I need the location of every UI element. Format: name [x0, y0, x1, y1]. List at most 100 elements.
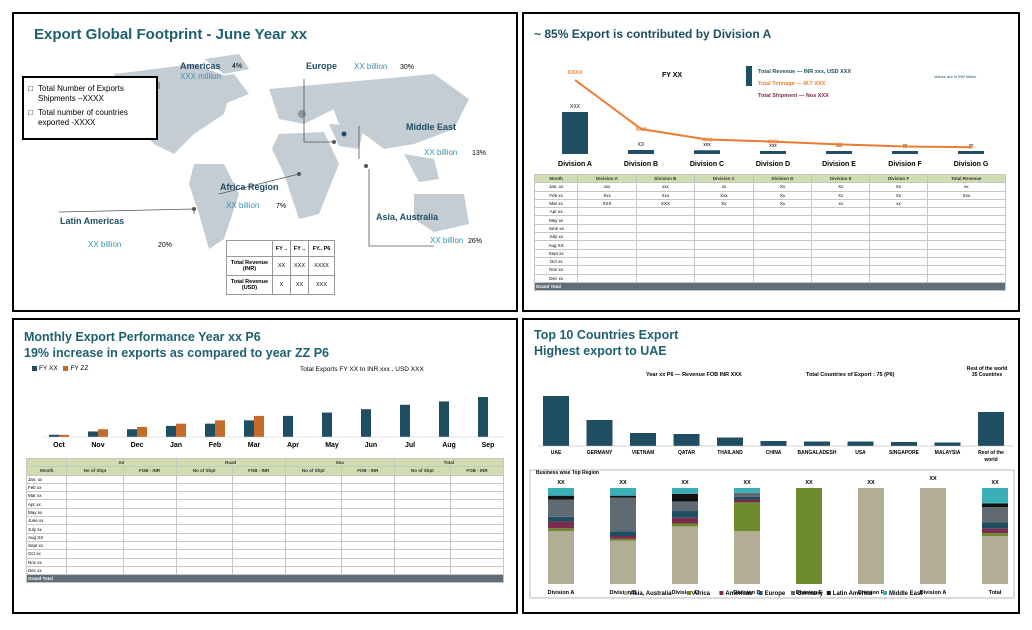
- month-bar: [166, 425, 176, 437]
- values-note: Values are in INR billion: [934, 74, 977, 79]
- stack-segment: [548, 531, 574, 584]
- country-bar: [586, 420, 613, 446]
- division-table: Month Division A Division B Division C Divis…: [533, 173, 1007, 292]
- table-row: Jan. xx xxx xxx xx Xx Xx Xx xx: [533, 182, 1007, 192]
- stack-label: XX: [681, 480, 689, 486]
- region-asia: Asia, Australia: [376, 212, 439, 222]
- bar-label: xx: [969, 143, 975, 149]
- total-exports-note: Total Exports FY XX In INR xxx , USD XXX: [300, 366, 424, 373]
- division-label: Division D: [756, 161, 790, 168]
- month-label: May: [325, 442, 339, 449]
- group-header: Total: [393, 457, 505, 468]
- division-bar: [760, 151, 786, 154]
- country-bar: [891, 442, 917, 446]
- stack-segment: [610, 531, 636, 536]
- table-row: May xx: [25, 507, 505, 518]
- country-label: world: [983, 457, 997, 463]
- table-row: Apr xx: [533, 207, 1007, 217]
- month-label: Sep: [482, 442, 495, 449]
- stack-category: Total: [989, 590, 1002, 596]
- month-label: Feb: [209, 442, 221, 449]
- table-header: Division D: [752, 173, 813, 184]
- table-row: Sept xx: [25, 540, 505, 551]
- division-legend: Total Revenue — INR xxx, USD XXX Total T…: [746, 66, 851, 102]
- stack-segment: [796, 488, 822, 584]
- stack-segment: [734, 488, 760, 493]
- grand-total-row: Grand Total: [26, 574, 504, 584]
- country-bar: [804, 441, 830, 446]
- stack-segment: [548, 528, 574, 532]
- bar-label: XXX: [570, 104, 581, 110]
- table-row: Mar xx: [25, 491, 505, 501]
- country-label: USA: [855, 450, 866, 456]
- table-header: Division F: [869, 173, 928, 184]
- stack-segment: [734, 496, 760, 500]
- country-label: VIETNAM: [632, 450, 655, 456]
- table-row: June xx: [533, 223, 1007, 234]
- region-africa: Africa Region: [220, 182, 279, 192]
- sub-header: FOB - INR: [231, 466, 286, 476]
- stack-segment: [672, 501, 698, 512]
- country-bar: [978, 412, 1004, 446]
- tonnage-line: [574, 79, 972, 149]
- tonnage-label: X: [903, 145, 907, 151]
- division-label: Division F: [888, 161, 922, 168]
- stack-label: XX: [929, 476, 937, 482]
- stack-category: Division F: [858, 590, 885, 596]
- stack-category: Division A: [920, 590, 947, 596]
- table-row: Dec xx: [25, 565, 505, 576]
- sub-title: Business wise Top Region: [536, 470, 599, 476]
- legend-swatch: [791, 591, 795, 595]
- stack-segment: [672, 493, 698, 502]
- table-row: Nov xx: [25, 557, 505, 567]
- sub-header: Month: [25, 466, 68, 476]
- legend-fy-xx: FY XX: [39, 365, 58, 372]
- month-label: Nov: [91, 442, 104, 449]
- month-bar: [400, 404, 410, 437]
- stack-segment: [734, 502, 760, 532]
- legend-swatch: [719, 591, 724, 595]
- region-latin-pct: 20%: [158, 242, 173, 249]
- month-bar: [127, 429, 137, 437]
- stack-segment: [610, 536, 636, 539]
- monthly-table: Air Road Sea Total Month No of Shpt FOB - INR N…: [25, 457, 505, 584]
- table-header: Total Revenue: [926, 173, 1007, 184]
- country-label: SINGAPORE: [889, 450, 920, 456]
- stack-category: Division D: [734, 590, 761, 596]
- tonnage-label: XXX: [701, 138, 712, 144]
- country-label: MALAYSIA: [935, 450, 961, 456]
- month-label: Dec: [131, 442, 144, 449]
- region-asia-value: XX billion: [430, 236, 464, 245]
- sub-header: No of Shpt: [66, 466, 124, 476]
- table-row: Nov xx: [533, 265, 1007, 275]
- region-latin: Latin Americas: [60, 216, 125, 226]
- month-label: Jan: [170, 442, 182, 449]
- country-label: QATAR: [678, 450, 695, 456]
- summary-item: □ Total number of countries exported -XXX…: [28, 108, 128, 127]
- summary-box: □ Total Number of Exports Shipments –XXXX…: [22, 76, 158, 140]
- stack-label: XX: [991, 480, 999, 486]
- legend-swatch: [826, 591, 831, 595]
- stack-frame: [529, 469, 1015, 599]
- legend-label: Europe: [765, 591, 786, 597]
- country-bar: [543, 396, 569, 446]
- country-bar: [717, 437, 743, 446]
- table-row: Feb xx Xxx Xxx Xxx Xx Xx Xx Xxx: [533, 190, 1007, 200]
- revenue-note: Year xx P6 — Revenue FOB INR XXX: [646, 372, 742, 378]
- stack-segment: [734, 492, 760, 497]
- stack-category: Division B: [610, 590, 637, 596]
- region-asia-pct: 26%: [468, 238, 483, 245]
- month-bar: [244, 420, 254, 437]
- region-middle-east-pct: 13%: [472, 150, 487, 157]
- country-label: CHINA: [766, 450, 782, 456]
- stack-category: Division A: [548, 590, 575, 596]
- country-bar: [630, 433, 656, 446]
- group-header: Road: [175, 457, 286, 468]
- sub-header: No of Shpt: [284, 466, 342, 476]
- legend-shipment: Total Shipment — Nos XXX: [758, 93, 829, 99]
- region-americas-pct: 4%: [232, 63, 243, 70]
- panel-title-2: Highest export to UAE: [534, 344, 667, 358]
- stack-segment: [982, 503, 1008, 508]
- stack-label: XX: [867, 480, 875, 486]
- stack-segment: [734, 499, 760, 503]
